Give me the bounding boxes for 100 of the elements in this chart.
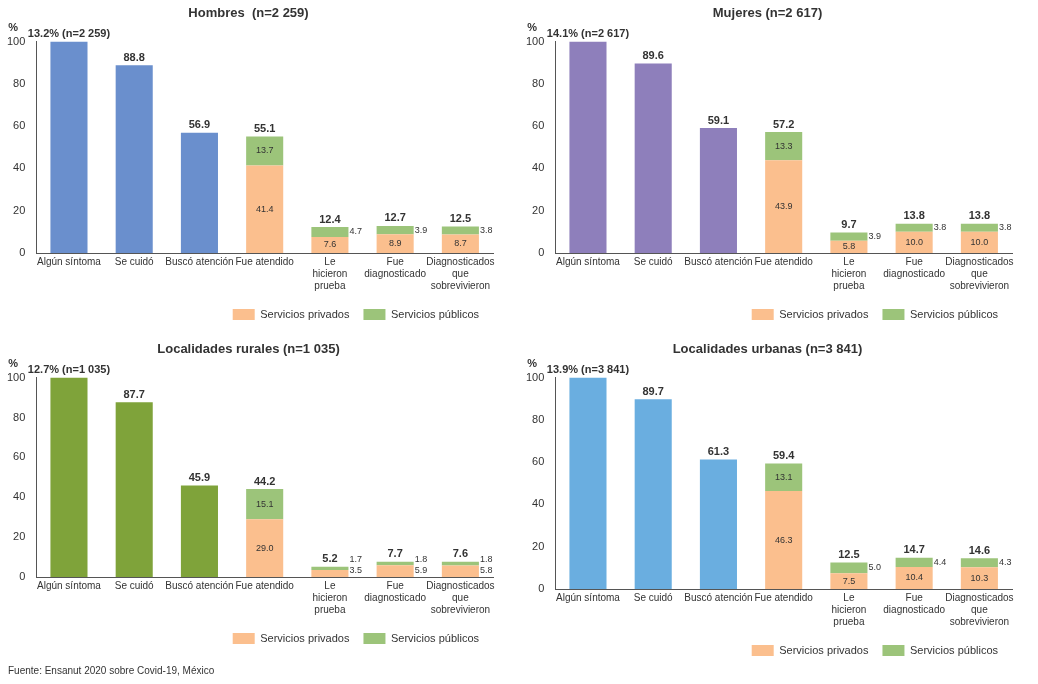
data-label: 3.5 bbox=[349, 565, 362, 576]
bar bbox=[311, 236, 349, 253]
total-label: 12.5 bbox=[449, 212, 472, 225]
x-tick-label: Se cuidó bbox=[114, 255, 155, 267]
y-axis-title: % bbox=[8, 21, 19, 34]
legend-label: Servicios públicos bbox=[909, 643, 999, 656]
y-tick-label: 80 bbox=[13, 76, 26, 89]
y-tick-label: 100 bbox=[525, 34, 545, 47]
data-label: 13.1 bbox=[774, 471, 793, 482]
data-label: 56.9 bbox=[188, 118, 211, 131]
bar bbox=[246, 165, 284, 253]
x-tick-label: Fue diagnosticado bbox=[883, 255, 946, 279]
bar bbox=[960, 558, 998, 568]
data-label: 45.9 bbox=[188, 471, 211, 484]
total-label: 13.8 bbox=[903, 209, 925, 222]
y-tick-label: 40 bbox=[13, 490, 26, 503]
x-tick-label: Fue diagnosticado bbox=[883, 591, 946, 615]
bar bbox=[246, 489, 284, 520]
y-tick-label: 60 bbox=[532, 455, 545, 468]
total-label: 14.6 bbox=[968, 543, 991, 556]
data-label: 88.8 bbox=[123, 50, 145, 63]
x-tick-label: Buscó atención bbox=[165, 255, 234, 267]
y-tick-label: 0 bbox=[538, 246, 545, 259]
legend-label: Servicios privados bbox=[779, 643, 869, 656]
bar bbox=[830, 562, 868, 574]
data-label: 1.8 bbox=[414, 554, 428, 565]
total-label: 57.2 bbox=[772, 117, 795, 130]
x-tick-label: Fue atendido bbox=[754, 255, 814, 267]
x-tick-label: Se cuidó bbox=[633, 591, 674, 603]
data-label: 3.8 bbox=[933, 222, 947, 233]
bar bbox=[569, 41, 607, 253]
y-tick-label: 40 bbox=[532, 497, 545, 510]
bar bbox=[765, 463, 803, 492]
y-tick-label: 80 bbox=[532, 412, 545, 425]
data-label: 10.3 bbox=[970, 572, 989, 583]
bar bbox=[115, 65, 153, 253]
data-label: 87.7 bbox=[123, 387, 145, 400]
data-label: 10.0 bbox=[905, 236, 923, 247]
data-label: 5.8 bbox=[479, 565, 493, 576]
bar bbox=[895, 557, 933, 568]
chart-title: Localidades rurales (n=1 035) bbox=[157, 341, 340, 357]
bar bbox=[960, 231, 998, 253]
data-label: 5.0 bbox=[868, 562, 881, 573]
data-label: 7.6 bbox=[323, 239, 337, 250]
bar bbox=[634, 399, 672, 589]
y-tick-label: 40 bbox=[13, 161, 26, 174]
data-label: 29.0 bbox=[255, 542, 274, 553]
x-tick-label: Diagnosticados que sobrevivieron bbox=[945, 255, 1014, 291]
data-label: 1.8 bbox=[479, 554, 493, 565]
total-label: 44.2 bbox=[253, 474, 276, 487]
bar bbox=[699, 128, 737, 253]
x-tick-label: Algún síntoma bbox=[556, 591, 621, 603]
y-tick-label: 40 bbox=[532, 161, 545, 174]
y-tick-label: 20 bbox=[532, 203, 545, 216]
total-label: 7.7 bbox=[387, 547, 403, 560]
x-tick-label: Se cuidó bbox=[114, 579, 155, 591]
bar bbox=[311, 570, 349, 577]
data-label: 43.9 bbox=[774, 201, 793, 212]
chart-title: Localidades urbanas (n=3 841) bbox=[672, 341, 863, 357]
data-label: 61.3 bbox=[707, 444, 730, 457]
bar bbox=[376, 234, 414, 253]
total-label: 55.1 bbox=[253, 122, 276, 135]
data-label: 7.5 bbox=[842, 575, 856, 586]
bar bbox=[830, 573, 868, 589]
total-label: 59.4 bbox=[772, 448, 796, 461]
bar bbox=[180, 485, 218, 577]
bar bbox=[376, 565, 414, 577]
legend-label: Servicios públicos bbox=[909, 307, 999, 320]
x-tick-label: Le hicieron prueba bbox=[831, 591, 867, 627]
data-label: 5.8 bbox=[842, 241, 856, 252]
data-label: 10.4 bbox=[905, 572, 923, 583]
bar bbox=[699, 459, 737, 589]
legend-label: Servicios públicos bbox=[390, 307, 480, 320]
x-tick-label: Diagnosticados que sobrevivieron bbox=[426, 255, 495, 291]
annotation: 13.9% (n=3 841) bbox=[546, 363, 630, 376]
y-tick-label: 100 bbox=[6, 370, 26, 383]
x-tick-label: Buscó atención bbox=[165, 579, 234, 591]
bar bbox=[765, 160, 803, 253]
data-label: 3.9 bbox=[414, 224, 428, 235]
data-label: 8.7 bbox=[454, 238, 467, 249]
annotation: 12.7% (n=1 035) bbox=[27, 363, 111, 376]
data-label: 4.7 bbox=[349, 226, 362, 237]
x-tick-label: Fue atendido bbox=[754, 591, 814, 603]
data-label: 3.8 bbox=[479, 225, 493, 236]
x-tick-label: Fue diagnosticado bbox=[364, 255, 427, 279]
data-label: 10.0 bbox=[970, 236, 989, 247]
y-tick-label: 0 bbox=[19, 570, 26, 583]
bar bbox=[311, 227, 349, 237]
total-label: 13.8 bbox=[968, 209, 991, 222]
bar bbox=[895, 231, 933, 253]
y-tick-label: 80 bbox=[532, 76, 545, 89]
bar bbox=[441, 234, 479, 253]
total-label: 12.7 bbox=[384, 211, 406, 224]
y-tick-label: 100 bbox=[6, 34, 26, 47]
legend-label: Servicios privados bbox=[779, 307, 869, 320]
y-tick-label: 0 bbox=[19, 246, 26, 259]
y-tick-label: 20 bbox=[13, 530, 26, 543]
bar bbox=[895, 223, 933, 232]
y-tick-label: 60 bbox=[13, 119, 26, 132]
chart-title: Mujeres (n=2 617) bbox=[712, 5, 823, 21]
